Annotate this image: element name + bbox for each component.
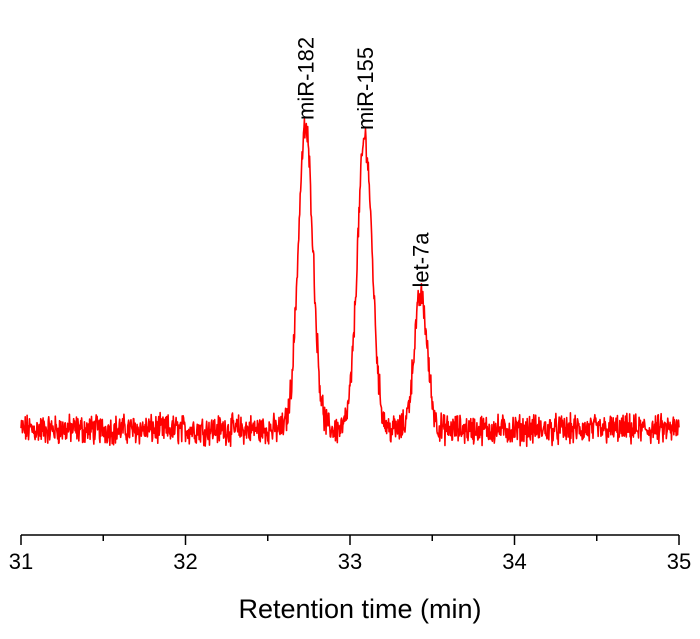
x-tick-label: 33	[338, 549, 362, 574]
x-tick-label: 31	[9, 549, 33, 574]
x-axis-title: Retention time (min)	[238, 594, 481, 624]
x-axis-tick-labels: 31 32 33 34 35	[9, 549, 691, 574]
peak-label: let-7a	[409, 232, 434, 288]
peak-label: miR-155	[353, 47, 378, 130]
x-axis-ticks	[20, 535, 680, 545]
peak-label: miR-182	[294, 37, 319, 120]
x-tick-label: 32	[173, 549, 197, 574]
x-tick-label: 35	[667, 549, 691, 574]
chromatogram-trace	[20, 118, 680, 448]
x-tick-label: 34	[502, 549, 526, 574]
peak-labels: miR-182 miR-155 let-7a	[294, 37, 434, 288]
plot-area	[20, 118, 680, 448]
